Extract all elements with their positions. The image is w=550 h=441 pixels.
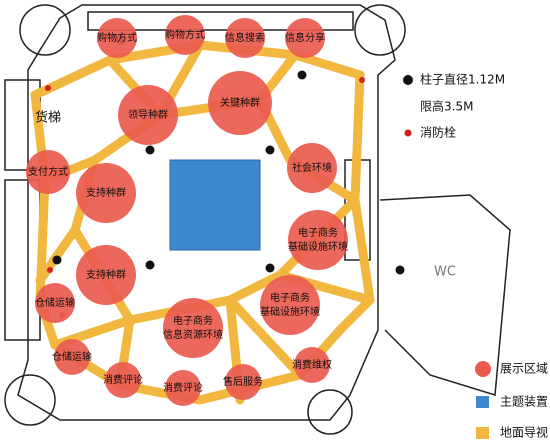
hydrant	[359, 77, 365, 83]
zone-label: 支付方式	[28, 165, 68, 178]
legend-installation: 主题装置	[500, 395, 548, 409]
zone-label: 支持种群	[86, 186, 126, 199]
zone-label: 电子商务	[173, 314, 213, 327]
display-zone	[225, 18, 265, 58]
display-zone	[285, 18, 325, 58]
zone-label: 仓储运输	[52, 350, 92, 363]
zone-label: 支持种群	[86, 268, 126, 281]
hydrant	[47, 267, 53, 273]
display-zone	[76, 245, 136, 305]
zone-label: 电子商务	[270, 291, 310, 304]
pillar	[297, 70, 307, 80]
display-zone	[260, 275, 320, 335]
zone-label: 领导种群	[128, 108, 168, 121]
zone-label: 信息分享	[285, 31, 325, 44]
display-zone	[208, 71, 272, 135]
zone-label: 仓储运输	[35, 296, 75, 309]
wc-label: WC	[434, 265, 456, 280]
legend-pillar: 柱子直径1.12M	[420, 72, 505, 87]
legend-hydrant: 消防栓	[420, 125, 456, 140]
legend-hydrant-icon	[404, 129, 412, 137]
zone-label: 信息资源环境	[163, 328, 223, 341]
display-zone	[294, 347, 330, 383]
display-zone	[35, 283, 75, 323]
zone-label: 购物方式	[165, 28, 205, 41]
zone-label: 信息搜索	[225, 31, 265, 44]
zone-label: 消费维权	[292, 358, 332, 371]
display-zone	[225, 364, 261, 400]
legend: 柱子直径1.12M 限高3.5M 消防栓 展示区域 主题装置 地面导视	[403, 72, 548, 440]
display-zone	[163, 298, 223, 358]
legend-pillar-icon	[403, 75, 413, 85]
pillar	[265, 145, 275, 155]
display-zone	[287, 143, 337, 193]
zone-label: 购物方式	[97, 31, 137, 44]
display-zone	[76, 163, 136, 223]
display-zone	[118, 85, 178, 145]
elevator-label: 货梯	[35, 110, 61, 126]
theme-installation	[169, 159, 261, 251]
zone-label: 电子商务	[298, 226, 338, 239]
legend-guide: 地面导视	[500, 425, 548, 440]
legend-height: 限高3.5M	[420, 99, 473, 114]
zone-label: 消费评论	[163, 381, 203, 394]
display-zone	[165, 370, 201, 406]
display-zone	[97, 18, 137, 58]
pillar	[145, 145, 155, 155]
pillars	[45, 35, 405, 318]
pillar	[52, 255, 62, 265]
display-zone	[26, 150, 70, 194]
zone-label: 社会环境	[292, 161, 332, 174]
zone-label: 基础设施环境	[288, 240, 348, 253]
zone-label: 关键种群	[220, 96, 260, 109]
display-zone	[288, 210, 348, 270]
display-zone	[165, 15, 205, 55]
zone-label: 基础设施环境	[260, 305, 320, 318]
display-zone	[54, 339, 90, 375]
legend-guide-icon	[476, 427, 489, 439]
legend-display: 展示区域	[500, 362, 548, 376]
pillar	[265, 263, 275, 273]
display-zone	[105, 362, 141, 398]
zone-label: 售后服务	[223, 375, 263, 388]
pillar	[145, 260, 155, 270]
legend-installation-icon	[476, 396, 489, 408]
pillar	[395, 265, 405, 275]
hydrant	[45, 85, 51, 91]
legend-display-icon	[475, 361, 491, 377]
zone-label: 消费评论	[103, 373, 143, 386]
